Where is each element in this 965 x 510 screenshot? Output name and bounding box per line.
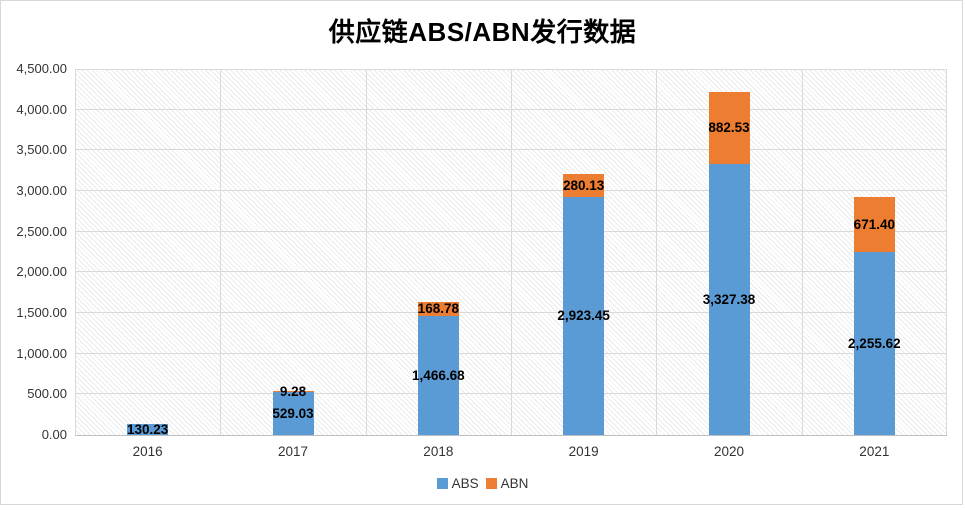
bar-label-abn-2019: 280.13 <box>563 177 605 193</box>
bar-segment-abn-2020 <box>708 92 750 164</box>
bar-label-abn-2020: 882.53 <box>708 120 750 135</box>
bar-segment-abn-2021 <box>853 197 895 252</box>
legend-label-abn: ABN <box>500 475 529 491</box>
bar-label-abs-2020: 3,327.38 <box>702 291 756 307</box>
legend-swatch-abn <box>485 477 497 489</box>
bar-segment-abs-2018 <box>417 316 459 435</box>
x-axis: 2016 2017 2018 2019 2020 2021 <box>75 444 947 460</box>
bar-label-abs-2016: 130.23 <box>127 421 169 437</box>
x-tick-label-2016: 2016 <box>132 444 163 459</box>
bar-label-abs-2019: 2,923.45 <box>557 308 610 323</box>
y-tick-label: 2,000.00 <box>16 264 67 279</box>
y-tick-label: 3,000.00 <box>16 183 67 198</box>
gridline-vertical <box>511 69 512 435</box>
bar-segment-abs-2016 <box>127 424 169 435</box>
x-tick-label-2020: 2020 <box>713 444 745 459</box>
x-tick-label-2017: 2017 <box>277 444 309 459</box>
gridline-vertical <box>366 69 367 435</box>
bar-label-abs-2018: 1,466.68 <box>412 367 465 383</box>
y-tick-label: 500.00 <box>27 386 67 401</box>
x-tick-label-2021: 2021 <box>859 444 890 459</box>
legend-item-abn: ABN <box>485 475 529 491</box>
gridline-vertical <box>75 69 76 435</box>
legend-label-abs: ABS <box>451 475 479 491</box>
bar-segment-abn-2018 <box>417 302 459 316</box>
y-tick-label: 4,500.00 <box>16 61 67 76</box>
y-tick-label: 3,500.00 <box>16 142 67 157</box>
bar-label-abn-2021: 671.40 <box>853 216 895 232</box>
legend-swatch-abs <box>436 477 448 489</box>
gridline-vertical <box>802 69 803 435</box>
gridline-vertical <box>220 69 221 435</box>
bar-label-abn-2018: 168.78 <box>417 301 459 316</box>
legend: ABS ABN <box>0 475 965 491</box>
gridline-vertical <box>656 69 657 435</box>
plot-area: 130.23 529.03 9.28 1,466.68 168.78 2,923.45 28… <box>75 69 947 437</box>
gridline-vertical <box>946 69 947 435</box>
x-tick-label-2018: 2018 <box>423 444 454 459</box>
chart-title: 供应链ABS/ABN发行数据 <box>328 17 637 47</box>
x-tick-label-2019: 2019 <box>568 444 599 459</box>
bar-segment-abs-2017 <box>272 392 314 435</box>
y-tick-label: 1,500.00 <box>16 305 67 320</box>
bar-label-abs-2017: 529.03 <box>272 405 314 421</box>
bar-segment-abs-2020 <box>708 164 750 435</box>
bar-segment-abn-2019 <box>563 174 605 197</box>
bar-segment-abs-2021 <box>853 252 895 435</box>
bar-label-abs-2021: 2,255.62 <box>848 335 901 351</box>
legend-item-abs: ABS <box>436 475 479 491</box>
y-axis: 0.00 500.00 1,000.00 1,500.00 2,000.00 2,500.… <box>0 61 67 442</box>
y-tick-label: 0.00 <box>41 427 67 442</box>
bar-segment-abs-2019 <box>563 197 605 435</box>
y-tick-label: 2,500.00 <box>16 224 67 239</box>
y-tick-label: 4,000.00 <box>16 102 67 117</box>
bar-label-abn-2017: 9.28 <box>279 383 307 399</box>
bar-segment-abn-2017 <box>272 391 314 392</box>
y-tick-label: 1,000.00 <box>16 346 67 361</box>
